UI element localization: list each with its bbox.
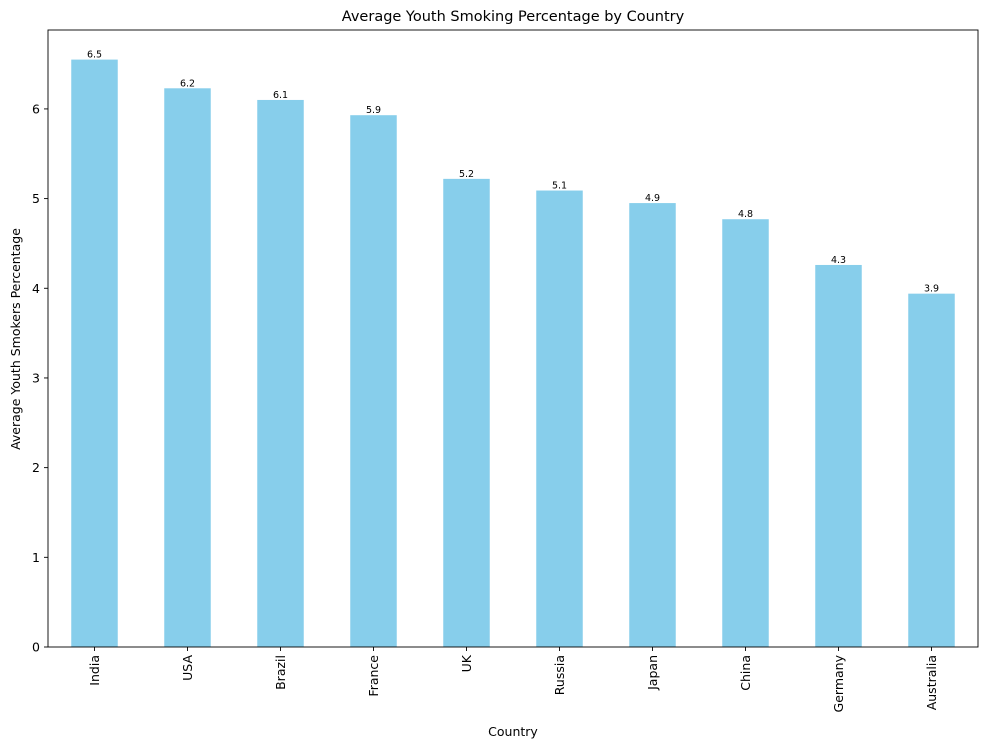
bar-india xyxy=(71,59,118,647)
bar-value-label: 5.1 xyxy=(552,181,567,192)
y-tick-label: 5 xyxy=(32,191,40,206)
x-tick-label: India xyxy=(87,655,102,686)
x-tick-label: Germany xyxy=(831,654,846,712)
bar-value-label: 4.9 xyxy=(645,193,660,204)
bar-australia xyxy=(908,293,955,647)
y-tick-label: 2 xyxy=(32,460,40,475)
x-axis-label: Country xyxy=(488,724,538,739)
x-tick-label: France xyxy=(366,655,381,697)
axes-layer: India USA Brazil France UK Russia Japan China Ge… xyxy=(32,29,979,712)
x-tick-label: USA xyxy=(180,655,195,681)
y-tick-label: 4 xyxy=(32,281,40,296)
bar-value-label: 6.5 xyxy=(87,50,102,61)
bars-layer: 6.5 6.2 6.1 5.9 5.2 5.1 4.9 4.8 4.3 3.9 xyxy=(71,50,955,648)
x-tick-label: Russia xyxy=(552,655,567,695)
bar-value-label: 5.2 xyxy=(459,169,474,180)
chart-title: Average Youth Smoking Percentage by Coun… xyxy=(342,9,685,25)
bar-brazil xyxy=(257,99,304,648)
x-tick-label: China xyxy=(738,655,753,691)
bar-value-label: 6.1 xyxy=(273,90,288,101)
bar-russia xyxy=(536,190,583,647)
bar-value-label: 3.9 xyxy=(924,284,939,295)
bar-value-label: 5.9 xyxy=(366,105,381,116)
y-tick-label: 1 xyxy=(32,550,40,565)
bar-uk xyxy=(443,178,490,647)
bar-japan xyxy=(629,203,676,647)
y-axis-label: Average Youth Smokers Percentage xyxy=(8,228,23,450)
bar-france xyxy=(350,115,397,647)
plot-frame xyxy=(47,29,979,648)
bar-value-label: 4.8 xyxy=(738,209,753,220)
y-tick-label: 6 xyxy=(32,101,40,116)
bar-usa xyxy=(164,88,211,647)
bar-china xyxy=(722,219,769,648)
bar-germany xyxy=(815,264,862,647)
x-tick-label: UK xyxy=(459,654,474,672)
x-tick-label: Australia xyxy=(924,655,939,710)
x-tick-label: Brazil xyxy=(273,655,288,690)
y-tick-label: 3 xyxy=(32,370,40,385)
bar-value-label: 6.2 xyxy=(180,78,195,89)
x-tick-label: Japan xyxy=(645,655,660,691)
y-tick-label: 0 xyxy=(32,640,40,655)
bar-value-label: 4.3 xyxy=(831,255,846,266)
